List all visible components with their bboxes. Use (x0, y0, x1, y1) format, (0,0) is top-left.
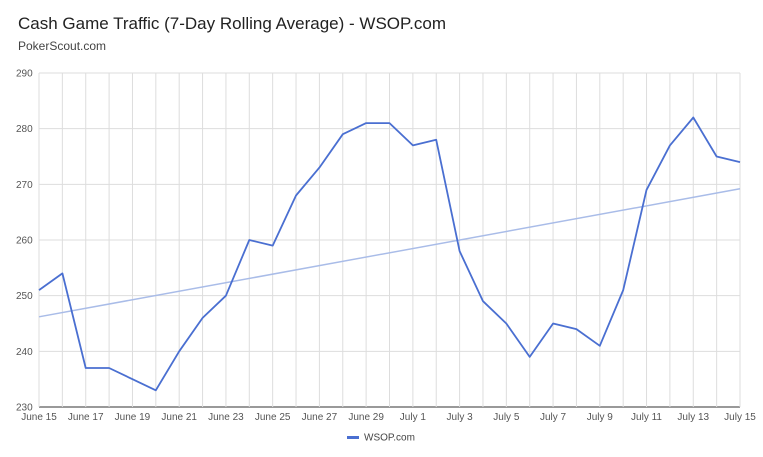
data-point (598, 344, 602, 348)
y-tick-label: 270 (16, 180, 33, 191)
x-tick-label: July 3 (447, 412, 474, 423)
y-tick-label: 260 (16, 236, 33, 247)
y-tick-label: 240 (16, 347, 33, 358)
data-point (84, 366, 88, 370)
x-tick-label: July 11 (631, 412, 662, 423)
x-tick-label: July 9 (587, 412, 614, 423)
data-point (738, 160, 742, 164)
data-point (247, 238, 251, 242)
data-point (668, 143, 672, 147)
legend-label: WSOP.com (364, 433, 415, 444)
data-point (621, 288, 625, 292)
y-tick-label: 290 (16, 69, 33, 80)
data-point (107, 366, 111, 370)
x-tick-label: July 15 (724, 412, 756, 423)
data-point (364, 121, 368, 125)
x-tick-label: June 15 (21, 412, 57, 423)
data-point (37, 288, 41, 292)
x-tick-label: July 5 (493, 412, 520, 423)
data-point (645, 188, 649, 192)
data-point (551, 322, 555, 326)
x-tick-label: June 23 (208, 412, 244, 423)
chart-subtitle: PokerScout.com (18, 39, 107, 53)
data-point (528, 355, 532, 359)
legend[interactable]: WSOP.com (347, 433, 415, 444)
data-point (224, 294, 228, 298)
series-line (38, 116, 741, 392)
data-point (481, 299, 485, 303)
data-point (341, 132, 345, 136)
data-point (201, 316, 205, 320)
series-layer (37, 116, 742, 392)
x-tick-label: June 21 (161, 412, 197, 423)
chart-title: Cash Game Traffic (7-Day Rolling Average… (18, 14, 446, 33)
data-point (434, 138, 438, 142)
data-point (504, 322, 508, 326)
data-point (388, 121, 392, 125)
x-axis-ticks: June 15 June 17 June 19 June 21 June 23 June … (21, 412, 756, 423)
x-tick-label: June 19 (115, 412, 151, 423)
x-tick-label: June 25 (255, 412, 291, 423)
data-point (715, 155, 719, 159)
data-point (411, 143, 415, 147)
data-point (458, 249, 462, 253)
x-tick-label: June 29 (348, 412, 384, 423)
x-tick-label: June 27 (302, 412, 338, 423)
data-point (294, 193, 298, 197)
y-tick-label: 250 (16, 291, 33, 302)
data-point (317, 166, 321, 170)
x-tick-label: July 1 (400, 412, 427, 423)
y-tick-label: 230 (16, 403, 33, 414)
grid-layer (38, 72, 741, 408)
data-point (271, 244, 275, 248)
legend-swatch (347, 436, 359, 439)
x-tick-label: July 7 (540, 412, 567, 423)
data-point (154, 388, 158, 392)
y-axis-ticks: 230 240 250 260 270 280 290 (16, 69, 33, 414)
x-tick-label: June 17 (68, 412, 104, 423)
trendline (38, 188, 741, 318)
data-point (130, 377, 134, 381)
x-tick-label: July 13 (677, 412, 709, 423)
data-point (60, 271, 64, 275)
y-tick-label: 280 (16, 124, 33, 135)
data-point (574, 327, 578, 331)
data-point (691, 116, 695, 120)
data-point (177, 349, 181, 353)
trend-layer (38, 188, 741, 318)
